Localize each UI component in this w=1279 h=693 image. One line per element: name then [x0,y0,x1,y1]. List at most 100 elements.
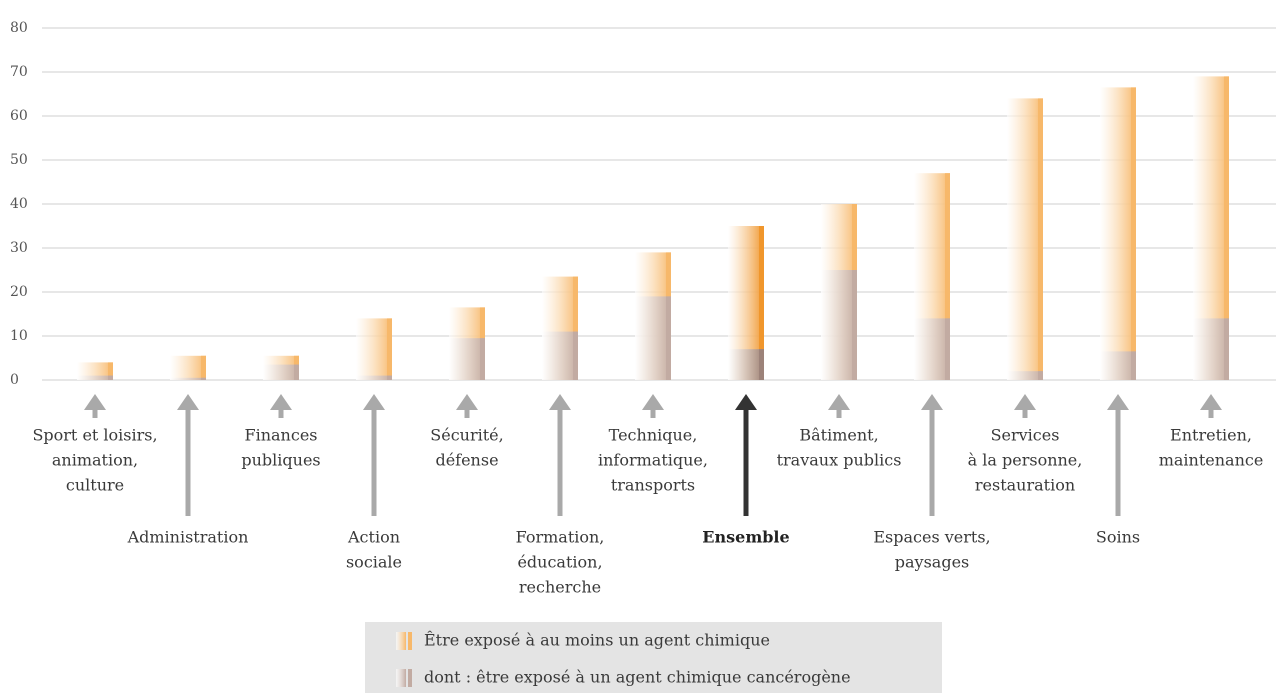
bar [449,338,485,380]
x-tick-label: travaux publics [777,451,902,470]
bar-edge [759,226,764,380]
x-tick-label: Bâtiment, [799,426,878,445]
legend-box [365,622,942,693]
y-tick-label: 10 [10,328,28,344]
x-tick-label: Entretien, [1170,426,1252,445]
arrow-head [735,394,757,410]
x-tick-label: paysages [895,553,970,572]
bar [1007,371,1043,380]
legend-label: dont : être exposé à un agent chimique c… [424,668,851,687]
arrow-head [1014,394,1036,410]
bar-edge [852,270,857,380]
bar-edge [201,377,206,380]
bar [356,375,392,380]
x-tick-label: publiques [241,451,320,470]
bar-edge [108,375,113,380]
bar-edge [201,355,206,380]
bar-edge [945,173,950,380]
bar-group [728,349,764,380]
bar-group [170,377,206,380]
bar-edge [1131,351,1136,380]
x-tick-label: Finances [244,426,317,445]
bar [170,377,206,380]
bar [77,375,113,380]
y-tick-label: 20 [10,284,28,300]
y-tick-label: 80 [10,20,28,36]
arrow-head [84,394,106,410]
x-tick-label: Formation, [516,528,605,547]
x-tick-label: Sport et loisirs, [32,426,157,445]
x-tick-label: Action [347,528,400,547]
bar [1100,87,1136,381]
bar [635,296,671,380]
bar-group [449,338,485,380]
arrow-head [363,394,385,410]
bar-group [170,355,206,380]
bar [1193,318,1229,380]
x-tick-label: Sécurité, [430,426,503,445]
arrow-head [921,394,943,410]
x-tick-label: éducation, [517,553,602,572]
y-tick-label: 60 [10,108,28,124]
x-tick-label: animation, [52,451,138,470]
legend-swatch [396,669,406,687]
bar-edge [1224,76,1229,381]
bar [170,355,206,380]
bar-edge [1131,87,1136,381]
x-tick-label: maintenance [1159,451,1264,470]
x-tick-label: culture [66,476,124,495]
bar [728,349,764,380]
arrow-head [456,394,478,410]
y-tick-label: 50 [10,152,28,168]
bar [542,331,578,380]
bar-edge [294,364,299,380]
bar-edge [387,375,392,380]
bar-edge [573,331,578,380]
bar-group [1100,87,1136,381]
bar [821,270,857,380]
bar-group [914,318,950,380]
bar-edge [1038,98,1043,381]
x-tick-label: Soins [1096,528,1140,547]
arrow-head [1107,394,1129,410]
bar-edge [759,349,764,380]
bar [1100,351,1136,380]
bar-group [356,318,392,380]
arrow-head [828,394,850,410]
bar-edge [1038,371,1043,380]
bar-edge [945,318,950,380]
bar-group [821,270,857,380]
legend-swatch [396,632,406,650]
x-tick-label: Espaces verts, [873,528,990,547]
x-tick-label: Administration [127,528,249,547]
bar-edge [387,318,392,380]
bar-edge [480,338,485,380]
x-tick-label: transports [611,476,695,495]
bar-edge [108,362,113,380]
y-tick-label: 40 [10,196,28,212]
arrow-head [642,394,664,410]
bar-group [542,331,578,380]
bar-group [1193,318,1229,380]
bar-edge [666,296,671,380]
x-tick-label: à la personne, [968,451,1083,470]
y-tick-label: 0 [10,372,19,388]
bar-group [635,296,671,380]
arrow-head [270,394,292,410]
bar-group [1007,98,1043,381]
bar [356,318,392,380]
y-tick-label: 70 [10,64,28,80]
legend-label: Être exposé à au moins un agent chimique [424,630,770,650]
arrow-head [549,394,571,410]
bar-group [1007,371,1043,380]
bar [263,364,299,380]
x-tick-label: défense [435,451,498,470]
bar-group [1100,351,1136,380]
x-tick-label: recherche [519,578,601,597]
arrow-head [177,394,199,410]
bar [1007,98,1043,381]
x-tick-label: Technique, [609,426,698,445]
bar-edge [573,276,578,380]
bar-group [263,364,299,380]
x-tick-label: restauration [975,476,1075,495]
